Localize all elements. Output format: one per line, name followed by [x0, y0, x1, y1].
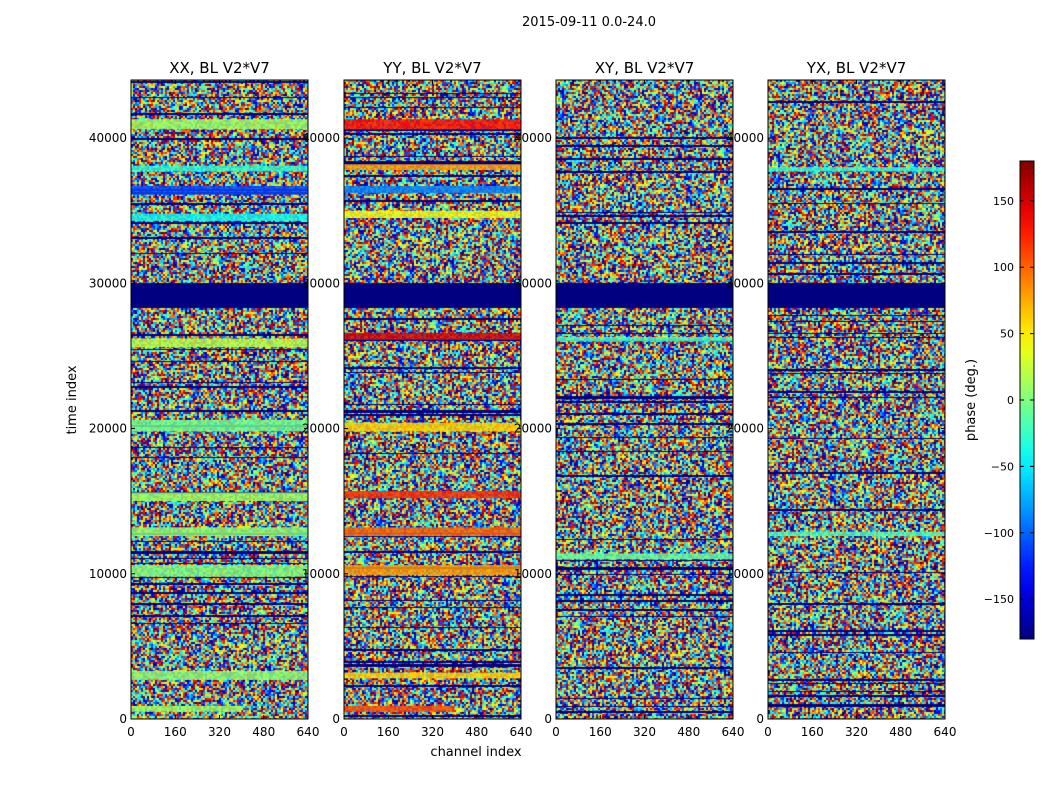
phase-band	[344, 422, 521, 432]
x-tick-label: 160	[377, 725, 400, 739]
x-tick-label: 160	[589, 725, 612, 739]
heatmap-pixels	[556, 80, 733, 719]
phase-band	[768, 531, 945, 537]
y-tick-label: 20000	[514, 422, 552, 436]
x-tick-label: 640	[722, 725, 745, 739]
y-tick-label: 20000	[89, 422, 127, 436]
phase-band	[131, 705, 242, 712]
y-axis-label: time index	[65, 365, 80, 434]
heatmap-pixels	[131, 80, 308, 719]
colorbar-tick-label: 0	[1007, 394, 1014, 407]
y-tick-label: 20000	[302, 422, 340, 436]
y-tick-label: 20000	[726, 422, 764, 436]
y-tick-label: 40000	[514, 131, 552, 145]
phase-band	[344, 672, 521, 679]
phase-band	[131, 492, 308, 502]
x-tick-label: 480	[252, 725, 275, 739]
x-tick-label: 0	[764, 725, 772, 739]
y-tick-label: 30000	[302, 276, 340, 290]
panel-title: YY, BL V2*V7	[382, 59, 481, 77]
heatmap-panel: YX, BL V2*V7 0 160 320 480 640 0 10000 20000 3000…	[726, 59, 957, 739]
phase-band	[768, 167, 945, 172]
phase-band	[344, 705, 455, 712]
y-tick-label: 30000	[514, 276, 552, 290]
y-tick-label: 40000	[89, 131, 127, 145]
colorbar-tick-label: −100	[984, 527, 1014, 540]
x-tick-label: 320	[208, 725, 231, 739]
x-tick-label: 0	[127, 725, 135, 739]
y-tick-label: 0	[544, 712, 552, 726]
phase-band	[131, 419, 308, 432]
phase-band	[344, 527, 521, 537]
colorbar-tick-label: 150	[993, 195, 1014, 208]
phase-band	[131, 186, 308, 195]
phase-band	[556, 553, 733, 560]
y-tick-label: 0	[756, 712, 764, 726]
y-tick-label: 0	[119, 712, 127, 726]
y-tick-label: 10000	[514, 567, 552, 581]
x-tick-label: 480	[677, 725, 700, 739]
y-tick-label: 10000	[726, 567, 764, 581]
colorbar-tick-label: −50	[991, 460, 1014, 473]
x-tick-label: 640	[510, 725, 533, 739]
phase-band	[131, 165, 308, 172]
x-tick-label: 160	[164, 725, 187, 739]
x-axis-label: channel index	[430, 745, 521, 760]
phase-band	[344, 490, 521, 499]
x-tick-label: 0	[552, 725, 560, 739]
y-tick-label: 0	[332, 712, 340, 726]
heatmap-panel: YY, BL V2*V7 0 160 320 480 640 0 10000 20000 3000…	[302, 59, 533, 739]
colorbar-tick-label: 100	[993, 261, 1014, 274]
heatmap-panel: XY, BL V2*V7 0 160 320 480 640 0 10000 20000 3000…	[514, 59, 745, 739]
x-tick-label: 320	[421, 725, 444, 739]
x-tick-label: 480	[465, 725, 488, 739]
y-tick-label: 30000	[726, 276, 764, 290]
phase-band	[131, 213, 308, 221]
y-tick-label: 10000	[302, 567, 340, 581]
heatmap-pixels	[768, 80, 945, 719]
phase-band	[344, 332, 521, 340]
phase-band	[344, 210, 521, 218]
phase-band	[344, 186, 521, 194]
colorbar-label: phase (deg.)	[964, 359, 979, 441]
phase-band	[344, 565, 521, 576]
panel-title: YX, BL V2*V7	[806, 59, 907, 77]
y-tick-label: 30000	[89, 276, 127, 290]
y-tick-label: 10000	[89, 567, 127, 581]
phase-band	[344, 164, 521, 171]
phase-band	[131, 119, 308, 130]
figure-suptitle: 2015-09-11 0.0-24.0	[522, 15, 656, 30]
phase-band	[131, 527, 308, 537]
heatmap-pixels	[344, 80, 521, 719]
x-tick-label: 160	[801, 725, 824, 739]
y-tick-label: 40000	[726, 131, 764, 145]
x-tick-label: 480	[889, 725, 912, 739]
x-tick-label: 640	[297, 725, 320, 739]
colorbar-tick-label: −150	[984, 593, 1014, 606]
panel-title: XY, BL V2*V7	[595, 59, 695, 77]
x-tick-label: 320	[845, 725, 868, 739]
panel-title: XX, BL V2*V7	[169, 59, 270, 77]
phase-band	[131, 338, 308, 348]
phase-band	[131, 671, 308, 680]
x-tick-label: 0	[340, 725, 348, 739]
y-tick-label: 40000	[302, 131, 340, 145]
colorbar-tick-label: 50	[1000, 328, 1014, 341]
x-tick-label: 640	[934, 725, 957, 739]
heatmap-panel: XX, BL V2*V7 0 160 320 480 640 0 10000 20000 3000…	[89, 59, 320, 739]
colorbar: −150 −100 −50 0 50 100 150 phase (deg.)	[964, 160, 1035, 640]
phase-band	[344, 119, 521, 130]
phase-band	[556, 337, 733, 342]
heatmap-panels: XX, BL V2*V7 0 160 320 480 640 0 10000 20000 3000…	[89, 59, 957, 739]
phase-band	[131, 565, 308, 577]
x-tick-label: 320	[633, 725, 656, 739]
